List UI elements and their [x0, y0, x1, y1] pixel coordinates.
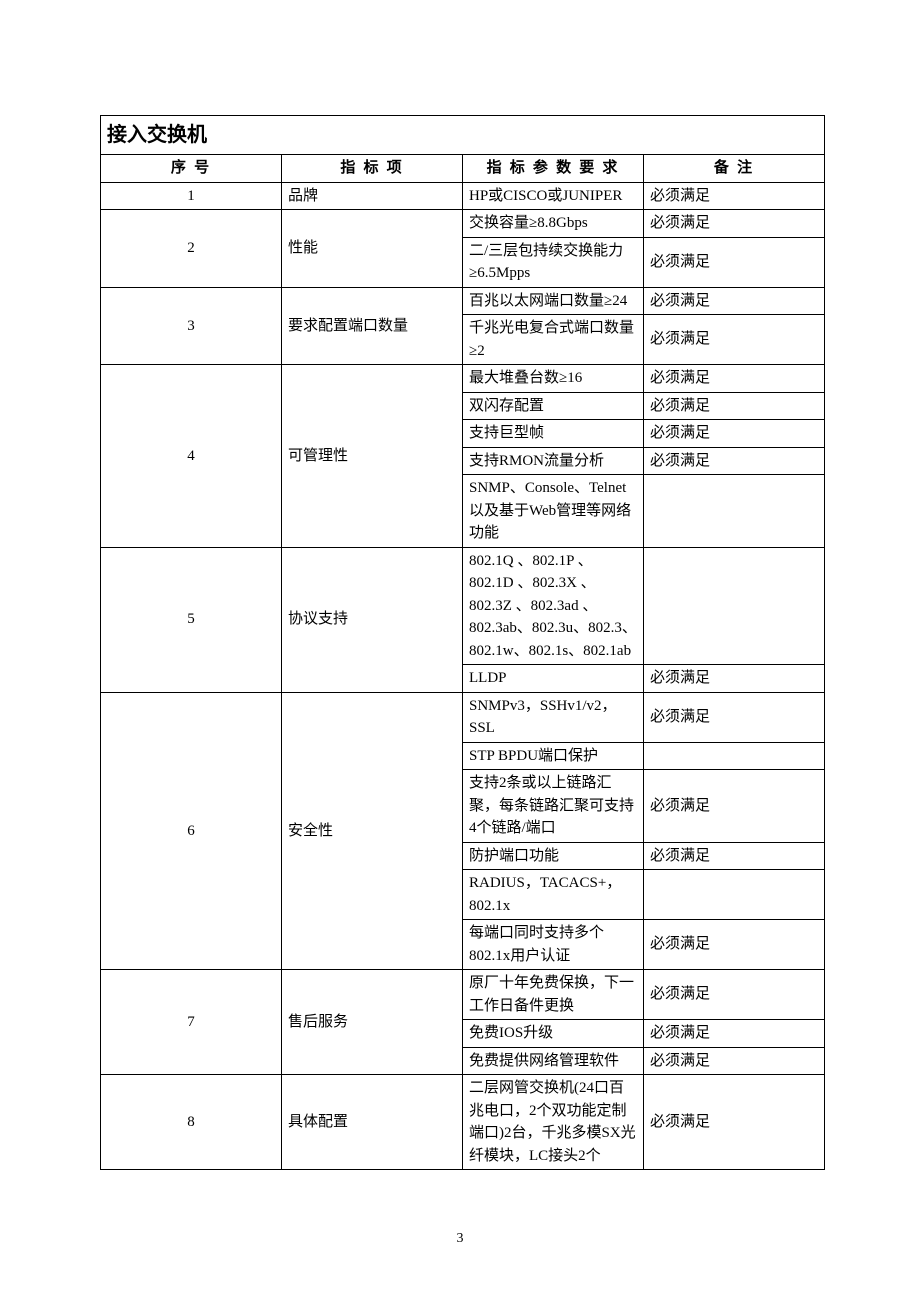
- table-row: 8具体配置二层网管交换机(24口百兆电口，2个双功能定制端口)2台，千兆多模SX…: [101, 1075, 825, 1170]
- cell-remark: [644, 475, 825, 548]
- cell-param: 双闪存配置: [463, 392, 644, 420]
- cell-item: 售后服务: [282, 970, 463, 1075]
- table-row: 2性能交换容量≥8.8Gbps必须满足: [101, 210, 825, 238]
- cell-param: 每端口同时支持多个802.1x用户认证: [463, 920, 644, 970]
- cell-seq: 4: [101, 365, 282, 548]
- cell-remark: 必须满足: [644, 692, 825, 742]
- cell-seq: 5: [101, 547, 282, 692]
- cell-item: 安全性: [282, 692, 463, 970]
- cell-param: 防护端口功能: [463, 842, 644, 870]
- cell-seq: 8: [101, 1075, 282, 1170]
- cell-param: 千兆光电复合式端口数量≥2: [463, 315, 644, 365]
- table-row: 5协议支持802.1Q 、802.1P 、802.1D 、802.3X 、802…: [101, 547, 825, 665]
- table-row: 3要求配置端口数量百兆以太网端口数量≥24必须满足: [101, 287, 825, 315]
- cell-remark: 必须满足: [644, 210, 825, 238]
- cell-param: HP或CISCO或JUNIPER: [463, 182, 644, 210]
- cell-param: 支持RMON流量分析: [463, 447, 644, 475]
- table-row: 6安全性SNMPv3，SSHv1/v2，SSL必须满足: [101, 692, 825, 742]
- cell-param: SNMP、Console、Telnet以及基于Web管理等网络功能: [463, 475, 644, 548]
- cell-param: STP BPDU端口保护: [463, 742, 644, 770]
- table-title: 接入交换机: [101, 116, 825, 155]
- cell-param: 二/三层包持续交换能力≥6.5Mpps: [463, 237, 644, 287]
- cell-param: 最大堆叠台数≥16: [463, 365, 644, 393]
- cell-seq: 1: [101, 182, 282, 210]
- cell-param: 免费提供网络管理软件: [463, 1047, 644, 1075]
- cell-remark: 必须满足: [644, 665, 825, 693]
- cell-item: 协议支持: [282, 547, 463, 692]
- cell-param: RADIUS，TACACS+，802.1x: [463, 870, 644, 920]
- cell-item: 品牌: [282, 182, 463, 210]
- col-header-seq: 序 号: [101, 155, 282, 183]
- cell-param: 支持巨型帧: [463, 420, 644, 448]
- cell-remark: 必须满足: [644, 770, 825, 843]
- table-body: 1品牌HP或CISCO或JUNIPER必须满足2性能交换容量≥8.8Gbps必须…: [101, 182, 825, 1170]
- cell-param: 支持2条或以上链路汇聚，每条链路汇聚可支持4个链路/端口: [463, 770, 644, 843]
- col-header-param: 指 标 参 数 要 求: [463, 155, 644, 183]
- cell-param: 原厂十年免费保换，下一工作日备件更换: [463, 970, 644, 1020]
- cell-remark: 必须满足: [644, 1047, 825, 1075]
- cell-param: 二层网管交换机(24口百兆电口，2个双功能定制端口)2台，千兆多模SX光纤模块，…: [463, 1075, 644, 1170]
- table-header-row: 序 号 指 标 项 指 标 参 数 要 求 备 注: [101, 155, 825, 183]
- cell-item: 具体配置: [282, 1075, 463, 1170]
- cell-seq: 6: [101, 692, 282, 970]
- cell-seq: 3: [101, 287, 282, 365]
- cell-remark: 必须满足: [644, 287, 825, 315]
- cell-param: 交换容量≥8.8Gbps: [463, 210, 644, 238]
- table-row: 7售后服务原厂十年免费保换，下一工作日备件更换必须满足: [101, 970, 825, 1020]
- cell-item: 要求配置端口数量: [282, 287, 463, 365]
- table-title-row: 接入交换机: [101, 116, 825, 155]
- col-header-remark: 备 注: [644, 155, 825, 183]
- cell-param: 免费IOS升级: [463, 1020, 644, 1048]
- spec-table: 接入交换机 序 号 指 标 项 指 标 参 数 要 求 备 注 1品牌HP或CI…: [100, 115, 825, 1170]
- cell-param: SNMPv3，SSHv1/v2，SSL: [463, 692, 644, 742]
- cell-remark: 必须满足: [644, 315, 825, 365]
- cell-remark: [644, 870, 825, 920]
- col-header-item: 指 标 项: [282, 155, 463, 183]
- cell-seq: 2: [101, 210, 282, 288]
- cell-remark: 必须满足: [644, 920, 825, 970]
- cell-remark: 必须满足: [644, 182, 825, 210]
- cell-param: 802.1Q 、802.1P 、802.1D 、802.3X 、802.3Z 、…: [463, 547, 644, 665]
- cell-remark: 必须满足: [644, 392, 825, 420]
- cell-remark: 必须满足: [644, 447, 825, 475]
- cell-remark: [644, 742, 825, 770]
- cell-remark: 必须满足: [644, 1075, 825, 1170]
- cell-item: 性能: [282, 210, 463, 288]
- table-row: 1品牌HP或CISCO或JUNIPER必须满足: [101, 182, 825, 210]
- cell-param: 百兆以太网端口数量≥24: [463, 287, 644, 315]
- cell-param: LLDP: [463, 665, 644, 693]
- cell-remark: 必须满足: [644, 420, 825, 448]
- cell-remark: [644, 547, 825, 665]
- cell-remark: 必须满足: [644, 970, 825, 1020]
- cell-item: 可管理性: [282, 365, 463, 548]
- page-number: 3: [0, 1231, 920, 1247]
- cell-remark: 必须满足: [644, 1020, 825, 1048]
- cell-remark: 必须满足: [644, 842, 825, 870]
- table-row: 4可管理性最大堆叠台数≥16必须满足: [101, 365, 825, 393]
- cell-seq: 7: [101, 970, 282, 1075]
- cell-remark: 必须满足: [644, 237, 825, 287]
- cell-remark: 必须满足: [644, 365, 825, 393]
